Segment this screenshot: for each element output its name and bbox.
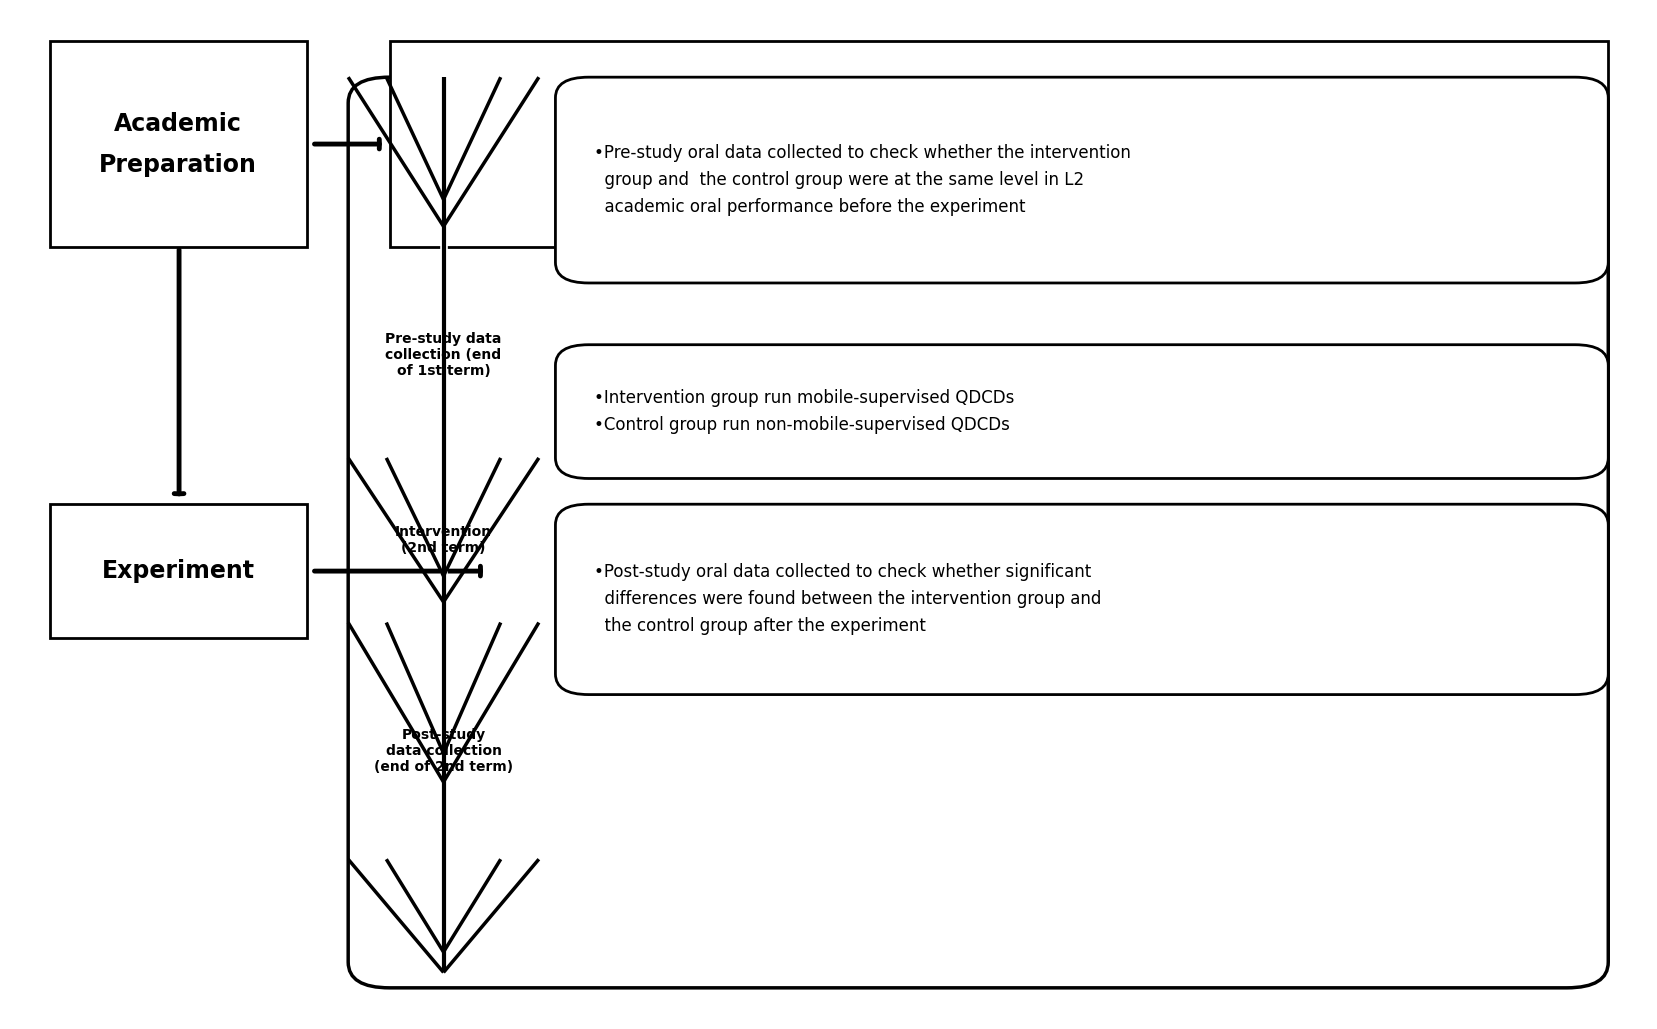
FancyBboxPatch shape xyxy=(50,504,307,638)
Text: •Intervention group run mobile-supervised QDCDs
•Control group run non-mobile-su: •Intervention group run mobile-supervise… xyxy=(593,389,1014,434)
Text: Intervention
(2nd term): Intervention (2nd term) xyxy=(394,525,492,556)
FancyBboxPatch shape xyxy=(555,77,1607,283)
Text: Conventional classroom instructions conducted in both groups
to familiarize the : Conventional classroom instructions cond… xyxy=(716,107,1281,181)
Text: Post-study
data collection
(end of 2nd term): Post-study data collection (end of 2nd t… xyxy=(374,728,512,775)
Text: Academic
Preparation: Academic Preparation xyxy=(99,111,257,177)
Text: Pre-study data
collection (end
of 1st term): Pre-study data collection (end of 1st te… xyxy=(384,331,502,379)
FancyBboxPatch shape xyxy=(348,77,1607,988)
Text: Experiment: Experiment xyxy=(101,559,255,583)
Text: •Pre-study oral data collected to check whether the intervention
  group and  th: •Pre-study oral data collected to check … xyxy=(593,144,1130,216)
Text: •Post-study oral data collected to check whether significant
  differences were : •Post-study oral data collected to check… xyxy=(593,563,1100,636)
FancyBboxPatch shape xyxy=(389,41,1607,247)
FancyBboxPatch shape xyxy=(50,41,307,247)
FancyBboxPatch shape xyxy=(555,504,1607,695)
FancyBboxPatch shape xyxy=(555,345,1607,478)
